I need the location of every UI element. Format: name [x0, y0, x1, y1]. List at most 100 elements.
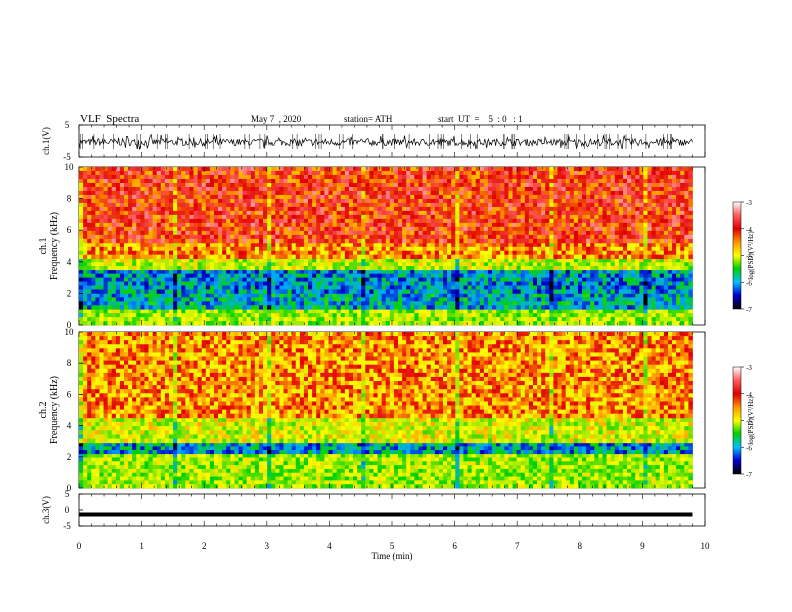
spectrogram-cell [189, 293, 194, 298]
spectrogram-cell [234, 258, 239, 263]
spectrogram-cell [303, 178, 309, 184]
spectrogram-cell [594, 305, 599, 310]
spectrogram-cell [197, 178, 203, 184]
spectrogram-cell [312, 198, 317, 204]
spectrogram-cell [79, 285, 84, 290]
spectrogram-cell [173, 277, 178, 282]
spectrogram-cell [87, 190, 92, 196]
spectrogram-cell [385, 289, 391, 294]
spectrogram-cell [164, 194, 170, 200]
spectrogram-cell [234, 250, 239, 256]
spectrogram-cell [516, 277, 522, 282]
spectrogram-cell [246, 174, 252, 180]
spectrogram-cell [565, 254, 571, 260]
spectrogram-cell [582, 277, 587, 282]
spectrogram-cell [91, 305, 96, 310]
spectrogram-cell [324, 289, 329, 294]
spectrogram-cell [103, 281, 109, 286]
spectrogram-cell [91, 246, 96, 252]
spectrogram-cell [667, 186, 673, 192]
spectrogram-cell [91, 273, 96, 278]
spectrogram-cell [79, 254, 84, 260]
spectrogram-cell [136, 186, 141, 192]
spectrogram-cell [463, 254, 468, 260]
spectrogram-cell [393, 194, 399, 200]
spectrogram-cell [598, 313, 603, 318]
spectrogram-cell [426, 309, 432, 314]
spectrogram-cell [99, 262, 104, 267]
spectrogram-cell [128, 258, 133, 263]
spectrogram-cell [520, 190, 526, 196]
spectrogram-cell [590, 297, 595, 302]
spectrogram-cell [451, 273, 456, 278]
spectrogram-cell [115, 167, 121, 172]
spectrogram-cell [667, 305, 673, 310]
spectrogram-cell [483, 297, 489, 302]
spectrogram-cell [635, 167, 640, 172]
spectrogram-cell [487, 297, 493, 302]
spectrogram-cell [655, 250, 661, 256]
spectrogram-cell [357, 277, 362, 282]
spectrogram-cell [361, 269, 366, 275]
spectrogram-cell [291, 170, 297, 176]
spectrogram-cell [107, 206, 113, 212]
spectrogram-cell [385, 186, 391, 192]
spectrogram-cell [598, 186, 603, 192]
spectrogram-cell [246, 269, 252, 275]
spectrogram-cell [684, 301, 689, 306]
spectrogram-cell [353, 254, 358, 260]
spectrogram-cell [483, 170, 489, 176]
spectrogram-cell [422, 206, 428, 212]
spectrogram-cell [181, 170, 186, 176]
spectrogram-cell [279, 194, 284, 200]
spectrogram-cell [271, 210, 276, 216]
spectrogram-cell [205, 198, 211, 204]
spectrogram-cell [222, 277, 227, 282]
spectrogram-cell [193, 301, 199, 306]
spectrogram-cell [463, 178, 468, 184]
spectrogram-cell [610, 305, 616, 310]
spectrogram-cell [275, 210, 280, 216]
spectrogram-cell [103, 277, 109, 282]
spectrogram-cell [561, 254, 567, 260]
spectrogram-cell [451, 198, 456, 204]
spectrogram-cell [201, 297, 207, 302]
spectrogram-cell [365, 305, 370, 310]
spectrogram-cell [606, 266, 612, 271]
spectrogram-cell [95, 305, 100, 310]
spectrogram-cell [91, 190, 96, 196]
spectrogram-cell [119, 285, 125, 290]
spectrogram-cell [353, 202, 358, 208]
spectrogram-cell [299, 210, 305, 216]
spectrogram-cell [295, 210, 301, 216]
spectrogram-cell [443, 285, 448, 290]
spectrogram-cell [160, 202, 166, 208]
spectrogram-cell [475, 273, 481, 278]
spectrogram-cell [103, 198, 109, 204]
spectrogram-cell [369, 170, 374, 176]
spectrogram-cell [524, 182, 530, 188]
spectrogram-cell [508, 281, 513, 286]
spectrogram-cell [647, 167, 652, 172]
spectrogram-cell [577, 178, 583, 184]
spectrogram-cell [663, 317, 669, 322]
spectrogram-cell [377, 277, 383, 282]
spectrogram-cell [205, 289, 211, 294]
spectrogram-cell [369, 194, 374, 200]
spectrogram-cell [479, 273, 485, 278]
spectrogram-cell [676, 194, 681, 200]
spectrogram-cell [455, 266, 460, 271]
spectrogram-cell [459, 206, 464, 212]
spectrogram-cell [504, 309, 509, 314]
spectrogram-cell [406, 202, 411, 208]
spectrogram-cell [418, 194, 423, 200]
spectrogram-cell [443, 266, 448, 271]
spectrogram-cell [132, 258, 137, 263]
spectrogram-cell [385, 301, 391, 306]
spectrogram-cell [680, 250, 685, 256]
spectrogram-cell [680, 194, 685, 200]
spectrogram-cell [213, 277, 219, 282]
spectrogram-cell [516, 242, 522, 248]
spectrogram-cell [279, 170, 284, 176]
spectrogram-cell [209, 309, 215, 314]
